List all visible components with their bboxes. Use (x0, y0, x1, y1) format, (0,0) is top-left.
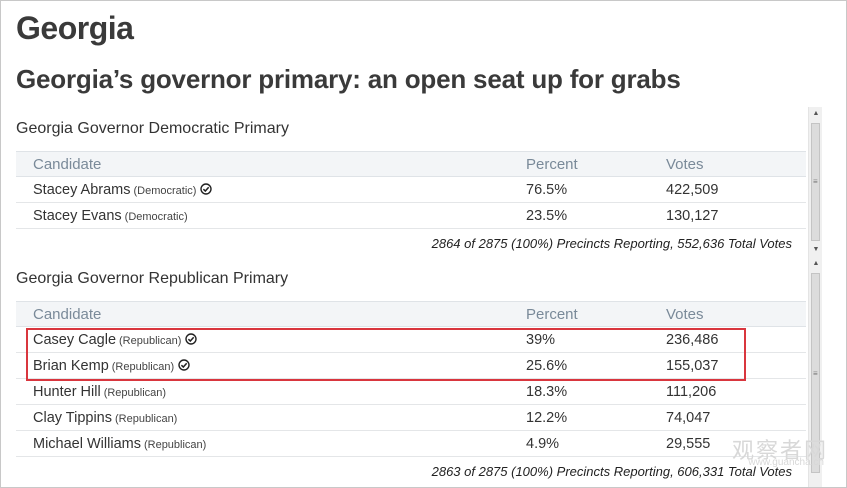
candidate-party: (Republican) (111, 360, 175, 373)
table-header-row: Candidate Percent Votes (16, 301, 806, 327)
candidate-party: (Republican) (143, 438, 207, 451)
candidate-cell: Stacey Abrams (Democratic) (16, 176, 526, 203)
column-header-candidate: Candidate (16, 301, 526, 327)
precincts-reporting: 2864 of 2875 (100%) Precincts Reporting,… (431, 236, 792, 251)
column-header-candidate: Candidate (16, 151, 526, 177)
percent-cell: 4.9% (526, 430, 666, 457)
race-democratic: Georgia Governor Democratic Primary Cand… (16, 119, 806, 261)
scrollbar-democratic[interactable]: ▲ ≡ ▼ (808, 107, 822, 257)
grip-icon: ≡ (813, 369, 818, 378)
candidate-cell: Michael Williams (Republican) (16, 430, 526, 457)
grip-icon: ≡ (813, 177, 818, 186)
race-title: Georgia Governor Republican Primary (16, 270, 289, 287)
column-header-votes: Votes (666, 301, 806, 327)
candidate-party: (Democratic) (133, 184, 197, 197)
candidate-party: (Republican) (103, 386, 167, 399)
votes-cell: 74,047 (666, 404, 806, 431)
votes-cell: 236,486 (666, 326, 806, 353)
scroll-down-icon[interactable]: ▼ (812, 246, 820, 253)
candidate-name: Stacey Abrams (33, 181, 131, 198)
votes-cell: 130,127 (666, 202, 806, 229)
column-header-votes: Votes (666, 151, 806, 177)
table-header-row: Candidate Percent Votes (16, 151, 806, 177)
table-row: Clay Tippins (Republican) 12.2% 74,047 (16, 404, 806, 431)
scroll-up-icon[interactable]: ▲ (812, 260, 820, 267)
candidate-party: (Republican) (119, 334, 182, 347)
column-header-percent: Percent (526, 301, 666, 327)
votes-cell: 111,206 (666, 378, 806, 405)
candidate-cell: Clay Tippins (Republican) (16, 404, 526, 431)
race-republican: Georgia Governor Republican Primary Cand… (16, 269, 806, 488)
percent-cell: 23.5% (526, 202, 666, 229)
watermark-url: www.guancha.cn (748, 457, 824, 468)
table-row: Brian Kemp (Republican) 25.6% 155,037 (16, 352, 806, 379)
candidate-name: Brian Kemp (33, 357, 109, 374)
results-table: Candidate Percent Votes Casey Cagle (Repu… (16, 301, 806, 457)
percent-cell: 12.2% (526, 404, 666, 431)
column-header-percent: Percent (526, 151, 666, 177)
candidate-cell: Brian Kemp (Republican) (16, 352, 526, 379)
table-row: Casey Cagle (Republican) 39% 236,486 (16, 326, 806, 353)
candidate-party: (Democratic) (124, 210, 188, 223)
scrollbar-republican[interactable]: ▲ ≡ (808, 257, 822, 487)
winner-check-icon (200, 182, 213, 195)
headline: Georgia’s governor primary: an open seat… (16, 64, 681, 94)
table-row: Michael Williams (Republican) 4.9% 29,555 (16, 430, 806, 457)
winner-check-icon (185, 332, 198, 345)
highlight-box (26, 328, 746, 381)
candidate-cell: Stacey Evans (Democratic) (16, 202, 526, 229)
scrollbar-thumb[interactable]: ≡ (811, 123, 820, 241)
percent-cell: 25.6% (526, 352, 666, 379)
race-title: Georgia Governor Democratic Primary (16, 120, 289, 137)
winner-check-icon (178, 358, 190, 371)
candidate-party: (Republican) (114, 412, 178, 425)
scrollbar-thumb[interactable]: ≡ (811, 273, 820, 473)
percent-cell: 39% (526, 326, 666, 353)
votes-cell: 29,555 (666, 430, 806, 457)
scroll-up-icon[interactable]: ▲ (812, 110, 820, 117)
votes-cell: 155,037 (666, 352, 806, 379)
candidate-name: Michael Williams (33, 435, 141, 452)
candidate-cell: Hunter Hill (Republican) (16, 378, 526, 405)
percent-cell: 76.5% (526, 176, 666, 203)
precincts-reporting: 2863 of 2875 (100%) Precincts Reporting,… (431, 464, 792, 479)
table-row: Hunter Hill (Republican) 18.3% 111,206 (16, 378, 806, 405)
table-row: Stacey Evans (Democratic) 23.5% 130,127 (16, 202, 806, 229)
candidate-cell: Casey Cagle (Republican) (16, 326, 526, 353)
table-row: Stacey Abrams (Democratic) 76.5% 422,509 (16, 176, 806, 203)
page-title: Georgia (16, 10, 134, 46)
watermark: 观察者网 (731, 439, 828, 464)
percent-cell: 18.3% (526, 378, 666, 405)
candidate-name: Clay Tippins (33, 409, 112, 426)
candidate-name: Stacey Evans (33, 207, 122, 224)
candidate-name: Hunter Hill (33, 383, 101, 400)
results-table: Candidate Percent Votes Stacey Abrams (De… (16, 151, 806, 229)
votes-cell: 422,509 (666, 176, 806, 203)
candidate-name: Casey Cagle (33, 331, 117, 348)
